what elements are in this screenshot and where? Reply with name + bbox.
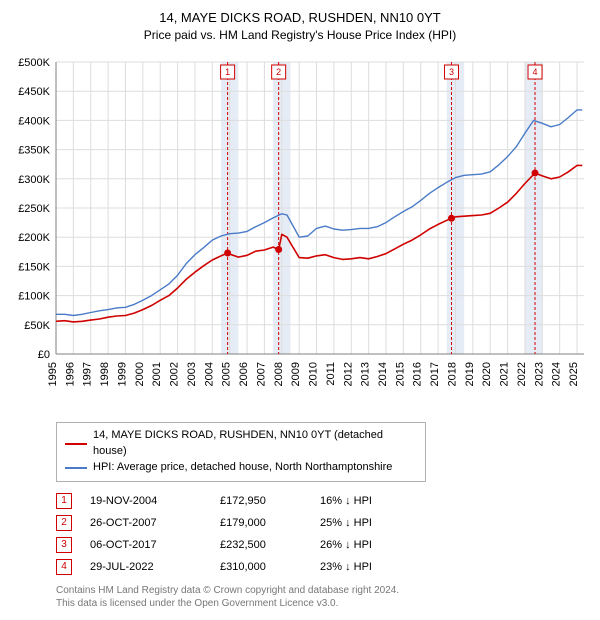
legend-item: 14, MAYE DICKS ROAD, RUSHDEN, NN10 0YT (…	[65, 428, 417, 460]
sale-point	[532, 169, 539, 176]
sale-point	[224, 249, 231, 256]
xtick-label: 2003	[186, 362, 198, 386]
attribution-line: Contains HM Land Registry data © Crown c…	[56, 584, 588, 597]
legend-label: 14, MAYE DICKS ROAD, RUSHDEN, NN10 0YT (…	[93, 428, 417, 460]
xtick-label: 2013	[360, 362, 372, 386]
xtick-label: 2012	[342, 362, 354, 386]
sale-number-badge: 2	[56, 515, 72, 531]
xtick-label: 1995	[47, 362, 59, 386]
sale-diff: 25% ↓ HPI	[320, 512, 420, 534]
marker-label: 3	[449, 67, 454, 77]
chart-area: 1 2 3 4 £0 £50K £100K £150K £200K £250K £300K £350K…	[12, 54, 588, 414]
xtick-label: 2004	[203, 362, 215, 386]
xtick-label: 2024	[551, 362, 563, 386]
sale-number-badge: 4	[56, 559, 72, 575]
sale-price: £310,000	[220, 556, 320, 578]
sale-price: £179,000	[220, 512, 320, 534]
xtick-label: 2010	[308, 362, 320, 386]
sale-number-badge: 3	[56, 537, 72, 553]
xtick-label: 2014	[377, 362, 389, 386]
legend-swatch	[65, 443, 87, 445]
page-root: 14, MAYE DICKS ROAD, RUSHDEN, NN10 0YT P…	[0, 0, 600, 620]
ytick-label: £400K	[18, 115, 50, 127]
xtick-label: 2015	[394, 362, 406, 386]
sale-diff: 16% ↓ HPI	[320, 490, 420, 512]
xtick-label: 2006	[238, 362, 250, 386]
xtick-label: 2007	[255, 362, 267, 386]
sale-price: £172,950	[220, 490, 320, 512]
ytick-label: £300K	[18, 174, 50, 186]
xtick-label: 2011	[325, 362, 337, 386]
ytick-label: £200K	[18, 232, 50, 244]
xtick-label: 2002	[169, 362, 181, 386]
marker-label: 1	[225, 67, 230, 77]
ytick-label: £450K	[18, 86, 50, 98]
ytick-label: £250K	[18, 203, 50, 215]
xtick-label: 1999	[116, 362, 128, 386]
sale-date: 19-NOV-2004	[90, 490, 220, 512]
xtick-label: 2022	[516, 362, 528, 386]
chart-subtitle: Price paid vs. HM Land Registry's House …	[12, 28, 588, 42]
sale-price: £232,500	[220, 534, 320, 556]
xtick-label: 2009	[290, 362, 302, 386]
legend-item: HPI: Average price, detached house, Nort…	[65, 460, 417, 476]
xtick-label: 1997	[82, 362, 94, 386]
xtick-label: 2021	[499, 362, 511, 386]
xtick-label: 2005	[221, 362, 233, 386]
xtick-label: 2017	[429, 362, 441, 386]
chart-svg: 1 2 3 4 £0 £50K £100K £150K £200K £250K £300K £350K…	[12, 54, 588, 414]
sales-row: 2 26-OCT-2007£179,00025% ↓ HPI	[56, 512, 420, 534]
sale-date: 29-JUL-2022	[90, 556, 220, 578]
xtick-label: 2001	[151, 362, 163, 386]
sale-point	[448, 215, 455, 222]
xtick-label: 2025	[568, 362, 580, 386]
ytick-label: £100K	[18, 290, 50, 302]
sale-diff: 23% ↓ HPI	[320, 556, 420, 578]
sales-row: 3 06-OCT-2017£232,50026% ↓ HPI	[56, 534, 420, 556]
sales-row: 4 29-JUL-2022£310,00023% ↓ HPI	[56, 556, 420, 578]
sales-table: 1 19-NOV-2004£172,95016% ↓ HPI 2 26-OCT-200…	[56, 490, 420, 578]
legend: 14, MAYE DICKS ROAD, RUSHDEN, NN10 0YT (…	[56, 422, 426, 482]
sale-date: 06-OCT-2017	[90, 534, 220, 556]
sales-row: 1 19-NOV-2004£172,95016% ↓ HPI	[56, 490, 420, 512]
series-hpi	[56, 110, 582, 316]
xtick-label: 2020	[481, 362, 493, 386]
marker-label: 4	[533, 67, 538, 77]
xtick-label: 1996	[64, 362, 76, 386]
sale-number-badge: 1	[56, 493, 72, 509]
legend-swatch	[65, 467, 87, 469]
ytick-label: £350K	[18, 144, 50, 156]
xtick-label: 1998	[99, 362, 111, 386]
xtick-label: 2023	[533, 362, 545, 386]
legend-label: HPI: Average price, detached house, Nort…	[93, 460, 392, 476]
attribution: Contains HM Land Registry data © Crown c…	[56, 584, 588, 610]
ytick-label: £0	[38, 349, 50, 361]
ytick-label: £150K	[18, 261, 50, 273]
marker-label: 2	[276, 67, 281, 77]
ytick-label: £50K	[24, 320, 50, 332]
xtick-label: 2000	[134, 362, 146, 386]
attribution-line: This data is licensed under the Open Gov…	[56, 597, 588, 610]
chart-title: 14, MAYE DICKS ROAD, RUSHDEN, NN10 0YT	[12, 10, 588, 27]
sale-diff: 26% ↓ HPI	[320, 534, 420, 556]
sale-point	[275, 246, 282, 253]
ytick-label: £500K	[18, 57, 50, 69]
xtick-label: 2019	[464, 362, 476, 386]
series-property	[56, 165, 582, 322]
sale-date: 26-OCT-2007	[90, 512, 220, 534]
xtick-label: 2008	[273, 362, 285, 386]
xtick-label: 2018	[446, 362, 458, 386]
xtick-label: 2016	[412, 362, 424, 386]
